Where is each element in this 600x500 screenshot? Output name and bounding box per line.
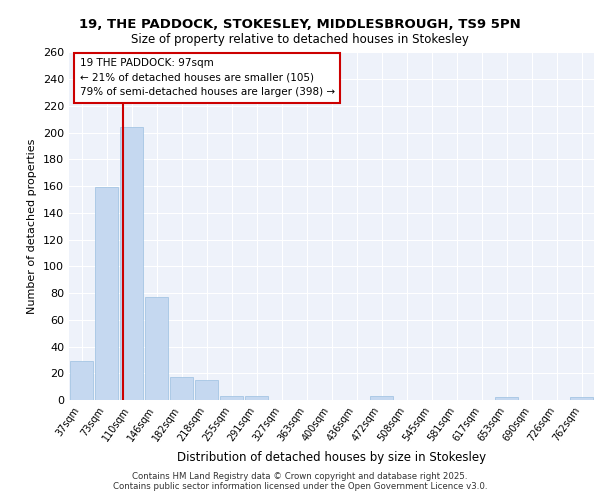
- Text: Size of property relative to detached houses in Stokesley: Size of property relative to detached ho…: [131, 32, 469, 46]
- Bar: [95, 188, 118, 400]
- Bar: [370, 396, 394, 400]
- Bar: [494, 398, 518, 400]
- Text: 19 THE PADDOCK: 97sqm
← 21% of detached houses are smaller (105)
79% of semi-det: 19 THE PADDOCK: 97sqm ← 21% of detached …: [79, 58, 335, 98]
- Text: 19, THE PADDOCK, STOKESLEY, MIDDLESBROUGH, TS9 5PN: 19, THE PADDOCK, STOKESLEY, MIDDLESBROUG…: [79, 18, 521, 30]
- Bar: [170, 378, 193, 400]
- Bar: [220, 396, 244, 400]
- Bar: [194, 380, 218, 400]
- Text: Contains public sector information licensed under the Open Government Licence v3: Contains public sector information licen…: [113, 482, 487, 491]
- Bar: [245, 396, 268, 400]
- X-axis label: Distribution of detached houses by size in Stokesley: Distribution of detached houses by size …: [177, 452, 486, 464]
- Y-axis label: Number of detached properties: Number of detached properties: [28, 138, 37, 314]
- Text: Contains HM Land Registry data © Crown copyright and database right 2025.: Contains HM Land Registry data © Crown c…: [132, 472, 468, 481]
- Bar: [569, 398, 593, 400]
- Bar: [119, 128, 143, 400]
- Bar: [70, 361, 94, 400]
- Bar: [145, 297, 169, 400]
